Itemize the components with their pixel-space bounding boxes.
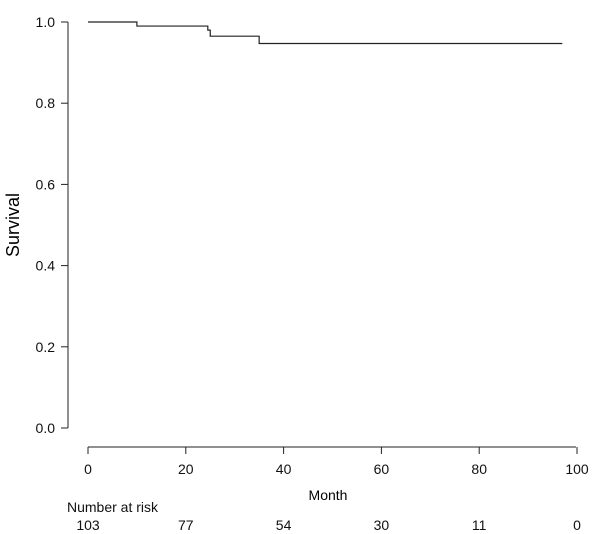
- risk-count: 11: [472, 517, 487, 533]
- risk-count: 30: [374, 517, 390, 533]
- series-layer: [88, 21, 563, 45]
- risk-count: 77: [178, 517, 194, 533]
- x-tick-label: 100: [565, 461, 589, 477]
- x-tick-label: 60: [374, 461, 390, 477]
- x-tick-label: 40: [276, 461, 292, 477]
- risk-count: 0: [573, 517, 581, 533]
- y-ticks: 0.0 0.2 0.4 0.6 0.8 1.0: [36, 14, 68, 436]
- y-tick-label: 0.6: [36, 176, 56, 192]
- y-tick-label: 0.8: [36, 95, 56, 111]
- x-tick-label: 80: [471, 461, 487, 477]
- y-tick-label: 0.0: [36, 420, 56, 436]
- x-axis-title: Month: [309, 487, 348, 503]
- axes: [67, 22, 576, 448]
- risk-table: Number at risk 103 77 54 30 11 0: [67, 499, 581, 533]
- y-axis-title: Survival: [3, 193, 23, 257]
- survival-curve: [88, 21, 563, 45]
- y-tick-label: 0.2: [36, 339, 56, 355]
- risk-count: 103: [76, 517, 100, 533]
- x-ticks: 0 20 40 60 80 100: [84, 447, 589, 477]
- x-tick-label: 20: [178, 461, 194, 477]
- risk-table-label: Number at risk: [67, 499, 159, 515]
- y-tick-label: 0.4: [36, 258, 56, 274]
- x-tick-label: 0: [84, 461, 92, 477]
- risk-counts: 103 77 54 30 11 0: [76, 517, 581, 533]
- risk-count: 54: [276, 517, 292, 533]
- y-tick-label: 1.0: [36, 14, 56, 30]
